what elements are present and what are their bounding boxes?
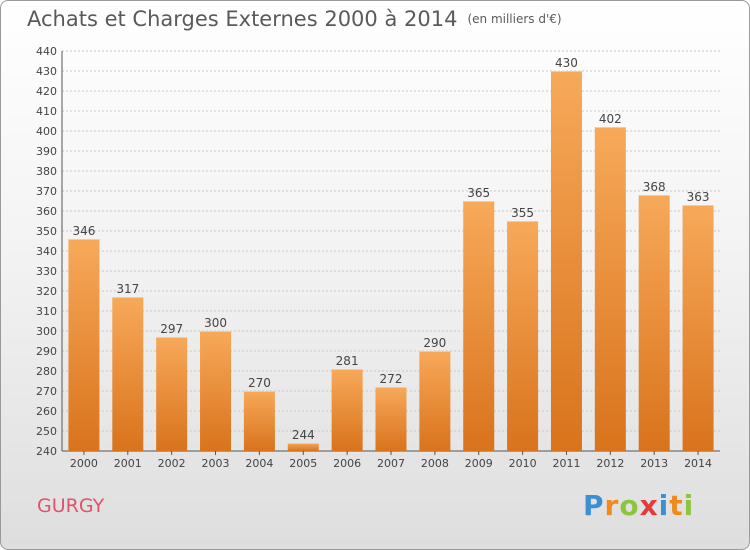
data-label: 363 [687,190,710,204]
proxiti-logo: Proxiti [583,489,695,522]
y-tick-label: 250 [36,425,57,438]
data-label: 402 [599,112,622,126]
y-tick-label: 350 [36,225,57,238]
y-tick-label: 410 [36,105,57,118]
y-tick-label: 330 [36,265,57,278]
y-tick-label: 320 [36,285,57,298]
data-label: 430 [555,56,578,70]
data-label: 272 [380,372,403,386]
bar [507,221,539,451]
y-tick-label: 240 [36,445,57,458]
y-tick-label: 280 [36,365,57,378]
data-label: 244 [292,428,315,442]
y-tick-label: 360 [36,205,57,218]
y-tick-label: 420 [36,85,57,98]
y-tick-label: 290 [36,345,57,358]
x-tick-label: 2001 [114,457,142,470]
bar [594,127,626,451]
bar [156,337,188,451]
bar [375,387,407,451]
bars [68,71,714,451]
x-tick-label: 2011 [552,457,580,470]
x-tick-label: 2014 [684,457,712,470]
y-tick-label: 270 [36,385,57,398]
x-tick-label: 2004 [245,457,273,470]
x-tick-label: 2003 [202,457,230,470]
bar [682,205,714,451]
x-tick-label: 2005 [289,457,317,470]
x-tick-label: 2010 [509,457,537,470]
bar [463,201,495,451]
data-labels: 346 317 297 300 270 244 281 272 290 365 355 430 402 3… [72,56,709,442]
x-tick-label: 2002 [158,457,186,470]
axes: 240 250 260 270 280 290 300 310 320 330 340 350 360 3… [36,45,720,470]
y-tick-label: 400 [36,125,57,138]
bar [243,391,275,451]
y-tick-label: 430 [36,65,57,78]
bar [550,71,582,451]
bar [638,195,670,451]
bar [68,239,100,451]
data-label: 270 [248,376,271,390]
data-label: 297 [160,322,183,336]
data-label: 281 [336,354,359,368]
y-tick-label: 310 [36,305,57,318]
x-tick-label: 2009 [465,457,493,470]
y-tick-label: 390 [36,145,57,158]
x-tick-label: 2012 [596,457,624,470]
data-label: 290 [423,336,446,350]
data-label: 365 [467,186,490,200]
data-label: 368 [643,180,666,194]
y-tick-label: 380 [36,165,57,178]
x-tick-label: 2007 [377,457,405,470]
x-tick-label: 2008 [421,457,449,470]
bar [287,443,319,451]
data-label: 346 [72,224,95,238]
bar [200,331,232,451]
city-name: GURGY [37,495,105,517]
data-label: 355 [511,206,534,220]
y-tick-label: 440 [36,45,57,58]
x-tick-label: 2000 [70,457,98,470]
y-tick-label: 340 [36,245,57,258]
y-tick-label: 370 [36,185,57,198]
y-tick-label: 300 [36,325,57,338]
bar [331,369,363,451]
data-label: 300 [204,316,227,330]
chart-title: Achats et Charges Externes 2000 à 2014 (e… [27,7,562,31]
y-tick-label: 260 [36,405,57,418]
chart-title-text: Achats et Charges Externes 2000 à 2014 [27,7,458,31]
chart-unit: (en milliers d'€) [467,12,562,26]
bar [112,297,144,451]
x-tick-label: 2006 [333,457,361,470]
x-tick-label: 2013 [640,457,668,470]
bar [419,351,451,451]
data-label: 317 [116,282,139,296]
